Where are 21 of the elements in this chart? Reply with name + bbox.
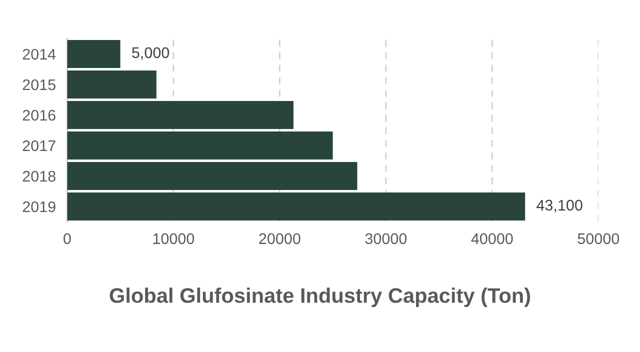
text: Global Glufosinate Industry Capacity (Ton) bbox=[110, 288, 530, 308]
y-tick-label: 2015 bbox=[22, 79, 56, 90]
x-tick-label: 30000 bbox=[365, 233, 407, 244]
y-tick-label: 2016 bbox=[22, 110, 56, 121]
data-label: 5,000 bbox=[132, 47, 170, 60]
bar bbox=[67, 100, 294, 130]
x-tick-label: 50000 bbox=[578, 233, 620, 244]
x-tick-label: 20000 bbox=[259, 233, 300, 244]
x-tick-label: 10000 bbox=[153, 233, 194, 244]
y-tick-label: 2018 bbox=[22, 170, 56, 182]
y-tick-label: 2014 bbox=[22, 48, 56, 60]
x-tick-label: 40000 bbox=[471, 233, 513, 244]
bar bbox=[67, 162, 358, 190]
bar bbox=[67, 131, 333, 160]
bar bbox=[67, 70, 156, 99]
bar bbox=[67, 192, 526, 221]
x-tick-label: 0 bbox=[64, 233, 71, 244]
data-label: 43,100 bbox=[536, 200, 582, 212]
y-tick-label: 2017 bbox=[22, 140, 56, 152]
bar bbox=[67, 40, 120, 68]
y-tick-label: 2019 bbox=[22, 201, 56, 212]
